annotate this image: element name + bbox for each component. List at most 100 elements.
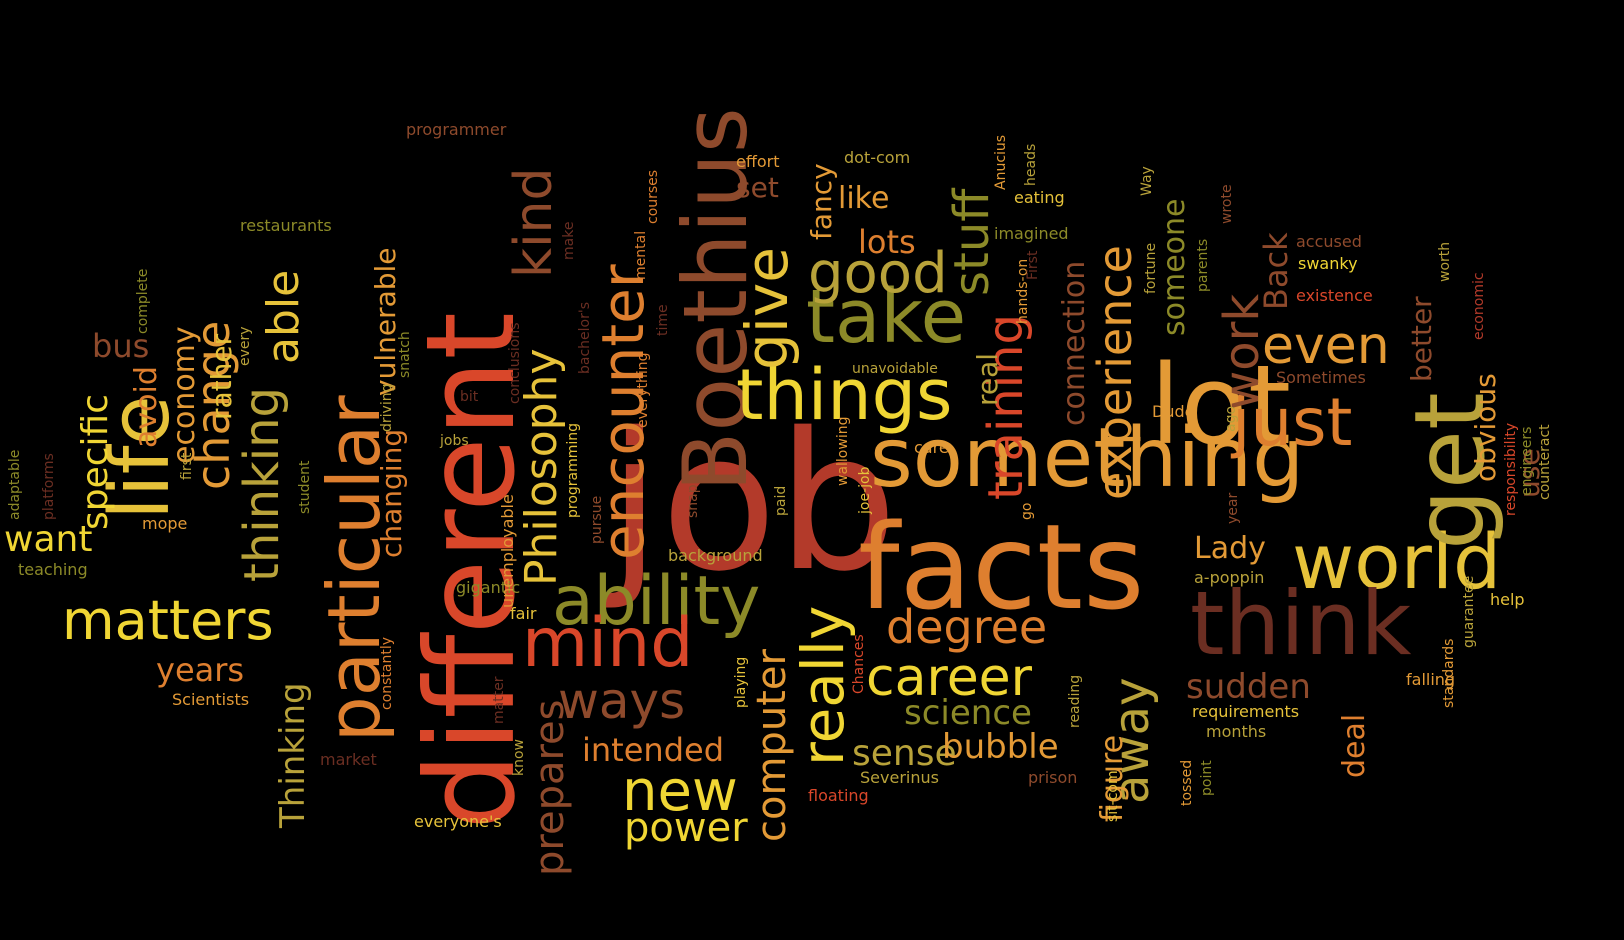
word-severinus: Severinus <box>860 768 939 787</box>
word-intended: intended <box>582 731 724 769</box>
word-job: job <box>608 392 898 613</box>
word-swanky: swanky <box>1298 254 1358 273</box>
word-months: months <box>1206 722 1267 741</box>
word-thinking: thinking <box>234 386 290 582</box>
word-anucius: Anucius <box>993 134 1009 190</box>
word-unemployable: unemployable <box>498 494 517 608</box>
word-career: career <box>866 648 1033 708</box>
word-responsibility: responsibility <box>1503 422 1519 516</box>
word-really: really <box>789 605 857 766</box>
word-know: know <box>511 739 527 776</box>
word-mental: mental <box>633 230 649 280</box>
word-existence: existence <box>1296 286 1373 305</box>
word-driving: driving <box>379 383 395 432</box>
word-sit-com: sit-com <box>1105 770 1121 822</box>
word-mope: mope <box>142 514 188 533</box>
word-connection: connection <box>1057 260 1092 426</box>
word-sense: sense <box>852 733 957 774</box>
word-effort: effort <box>736 152 780 171</box>
word-new: new <box>622 759 738 824</box>
word-programming: programming <box>565 422 581 518</box>
word-scientists: Scientists <box>172 690 250 709</box>
word-ability: ability <box>552 562 761 641</box>
word-make: make <box>561 221 577 260</box>
word-even: even <box>1262 316 1390 376</box>
word-training: training <box>978 314 1034 500</box>
word-dude: Dude <box>1152 402 1195 421</box>
word-guarantee: guarantee <box>1461 575 1477 648</box>
word-joe-job: joe-job <box>857 466 873 514</box>
word-able: able <box>258 269 309 364</box>
word-good: good <box>808 241 948 306</box>
word-prison: prison <box>1028 768 1078 787</box>
word-economic: economic <box>1471 272 1487 340</box>
word-platforms: platforms <box>41 453 57 520</box>
word-teaching: teaching <box>18 560 88 579</box>
word-better: better <box>1405 296 1438 382</box>
word-playing: playing <box>733 656 749 708</box>
word-avoid: avoid <box>129 366 164 448</box>
word-worth: worth <box>1437 241 1453 282</box>
word-accused: accused <box>1296 232 1362 251</box>
word-changing: changing <box>375 428 408 558</box>
word-matter: matter <box>491 676 507 724</box>
word-lot: lot <box>1150 341 1291 469</box>
word-snap: snap <box>685 484 701 518</box>
word-real: real <box>971 352 1004 406</box>
word-fortune: fortune <box>1143 242 1159 294</box>
word-like: like <box>838 181 890 216</box>
word-tossed: tossed <box>1179 759 1195 806</box>
word-fancy: fancy <box>805 163 838 240</box>
word-years: years <box>156 651 245 689</box>
word-floating: floating <box>808 786 869 805</box>
word-sudden: sudden <box>1186 667 1311 707</box>
word-deal: deal <box>1337 713 1372 778</box>
word-year: year <box>1225 492 1241 524</box>
word-time: time <box>655 304 671 336</box>
word-wrote: wrote <box>1219 184 1235 224</box>
word-science: science <box>904 693 1032 733</box>
word-imagined: imagined <box>994 224 1069 243</box>
word-go: go <box>1019 502 1035 520</box>
word-world: world <box>1292 517 1502 606</box>
word-every: every <box>237 326 253 366</box>
word-gigantic: gigantic <box>456 578 521 597</box>
word-degree: degree <box>886 600 1048 654</box>
word-think: think <box>1190 572 1412 675</box>
word-counteract: counteract <box>1537 424 1553 500</box>
word-restaurants: restaurants <box>240 216 332 235</box>
word-everything: everything <box>635 352 651 428</box>
word-sometimes: Sometimes <box>1276 368 1366 387</box>
word-fair: fair <box>510 604 537 623</box>
word-heads: heads <box>1023 143 1039 186</box>
word-paid: paid <box>773 485 789 516</box>
word-computer: computer <box>749 649 795 842</box>
word-ways: ways <box>558 672 686 730</box>
word-bus: bus <box>92 327 150 365</box>
word-bit: bit <box>460 389 479 405</box>
word-work: work <box>1214 293 1270 410</box>
word-obvious: obvious <box>1469 373 1502 482</box>
word-someone: someone <box>1157 198 1192 337</box>
word-pursue: pursue <box>589 495 605 544</box>
word-a-poppin: a-poppin <box>1194 568 1265 587</box>
word-reading: reading <box>1067 674 1083 728</box>
word-give: give <box>733 247 801 370</box>
word-adaptable: adaptable <box>7 449 23 520</box>
word-lots: lots <box>858 223 916 261</box>
word-set: set <box>736 171 779 204</box>
word-first: first <box>179 452 195 480</box>
word-programmer: programmer <box>406 120 507 139</box>
word-economy: economy <box>167 326 202 464</box>
word-student: student <box>297 460 313 514</box>
word-want: want <box>4 519 93 560</box>
word-ago: ago <box>1223 405 1239 432</box>
word-things: things <box>736 354 953 436</box>
word-take: take <box>806 274 967 360</box>
word-point: point <box>1199 760 1215 796</box>
word-jobs: jobs <box>440 433 469 449</box>
word-just: just <box>1232 384 1353 461</box>
word-falling: falling <box>1406 670 1456 689</box>
word-power: power <box>624 805 748 851</box>
